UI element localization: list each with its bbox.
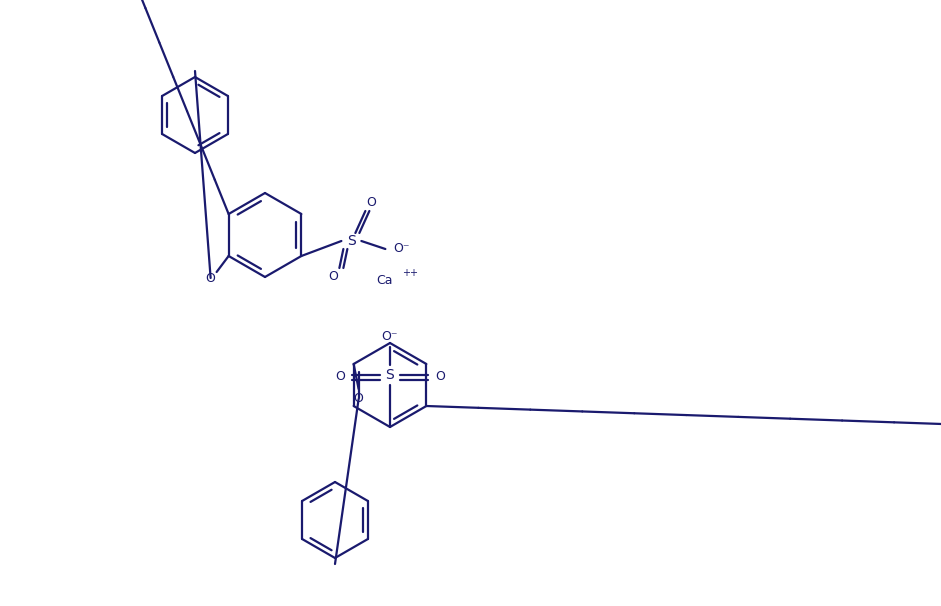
Text: O⁻: O⁻ [382, 330, 398, 344]
Text: ++: ++ [402, 268, 418, 278]
Text: S: S [347, 234, 356, 248]
Text: O⁻: O⁻ [393, 242, 409, 256]
Text: Ca: Ca [376, 273, 393, 287]
Text: O: O [354, 393, 363, 405]
Text: O: O [366, 196, 376, 210]
Text: O: O [328, 270, 339, 282]
Text: S: S [386, 368, 394, 382]
Text: O: O [206, 271, 215, 284]
Text: O: O [335, 370, 345, 384]
Text: O: O [435, 370, 445, 384]
